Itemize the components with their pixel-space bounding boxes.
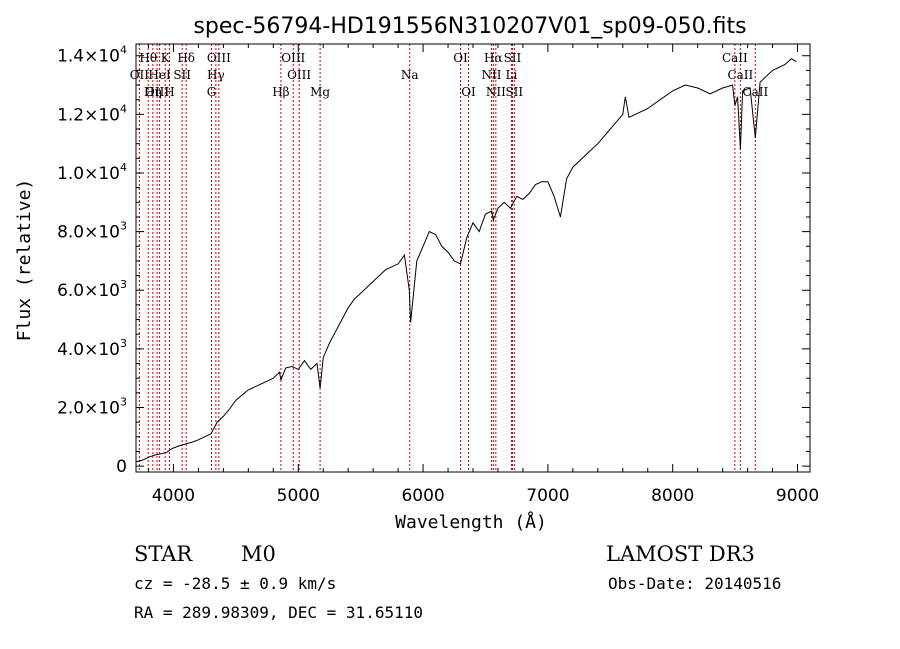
line-label-3: OIII: [207, 51, 231, 65]
y-tick-label-6: 1.2×104: [57, 102, 127, 125]
chart-title: spec-56794-HD191556N310207V01_sp09-050.f…: [193, 14, 746, 39]
line-label-16: Li: [506, 68, 518, 82]
line-label-8: CaII: [722, 51, 748, 65]
x-tick-label-4: 8000: [651, 486, 694, 506]
survey-name: LAMOST DR3: [606, 542, 755, 566]
y-tick-label-0: 0: [116, 457, 127, 477]
y-tick-label-4: 8.0×103: [57, 220, 127, 243]
x-tick-label-3: 7000: [526, 486, 569, 506]
line-label-27: CaII: [742, 85, 768, 99]
spectral-line-markers: [138, 44, 756, 472]
line-label-11: SII: [173, 68, 191, 82]
line-label-18: OIII: [145, 85, 169, 99]
redshift-cz: cz = -28.5 ± 0.9 km/s: [134, 574, 336, 593]
ra-dec: RA = 289.98309, DEC = 31.65110: [134, 603, 423, 622]
line-label-14: Na: [401, 68, 419, 82]
line-label-4: OIII: [281, 51, 305, 65]
line-label-25: NII: [486, 85, 506, 99]
line-label-6: Hα: [484, 51, 503, 65]
y-tick-label-7: 1.4×104: [57, 44, 127, 67]
line-label-19: Hη: [144, 85, 162, 99]
line-label-17: CaII: [727, 68, 753, 82]
y-axis-ticks: 0 2.0×103 4.0×103 6.0×103 8.0×103 1.0×104 1.2×…: [57, 44, 810, 477]
y-axis-label: Flux (relative): [14, 179, 35, 342]
line-label-5: OI: [453, 51, 468, 65]
x-tick-label-0: 4000: [152, 486, 195, 506]
x-tick-label-2: 6000: [401, 486, 444, 506]
plot-frame: [135, 43, 811, 473]
line-label-24: OI: [461, 85, 476, 99]
y-tick-label-2: 4.0×103: [57, 337, 127, 360]
line-label-22: Hβ: [272, 85, 289, 99]
line-label-0: Hθ: [139, 51, 157, 65]
line-label-10: HeI: [148, 68, 171, 82]
line-label-26: SII: [505, 85, 523, 99]
y-tick-label-5: 1.0×104: [57, 161, 127, 184]
line-label-7: SII: [504, 51, 522, 65]
x-axis-ticks: 4000 5000 6000 7000 8000 9000: [147, 44, 819, 506]
y-tick-label-3: 6.0×103: [57, 278, 127, 301]
line-label-1: K: [161, 51, 171, 65]
line-label-23: Mg: [310, 85, 330, 99]
line-label-9: OII: [130, 68, 150, 82]
object-class: STAR: [134, 542, 193, 566]
x-tick-label-1: 5000: [277, 486, 320, 506]
spectrum-line: [135, 58, 797, 463]
line-label-21: G: [207, 85, 217, 99]
y-tick-label-1: 2.0×103: [57, 396, 127, 419]
x-tick-label-5: 9000: [776, 486, 819, 506]
line-label-20: H: [164, 85, 174, 99]
line-label-12: Hγ: [207, 68, 225, 82]
line-label-2: Hδ: [177, 51, 195, 65]
line-label-13: OIII: [287, 68, 311, 82]
line-label-15: NII: [481, 68, 501, 82]
observation-date: Obs-Date: 20140516: [608, 574, 781, 593]
x-axis-label: Wavelength (Å): [395, 511, 547, 533]
object-subclass: M0: [241, 542, 276, 566]
